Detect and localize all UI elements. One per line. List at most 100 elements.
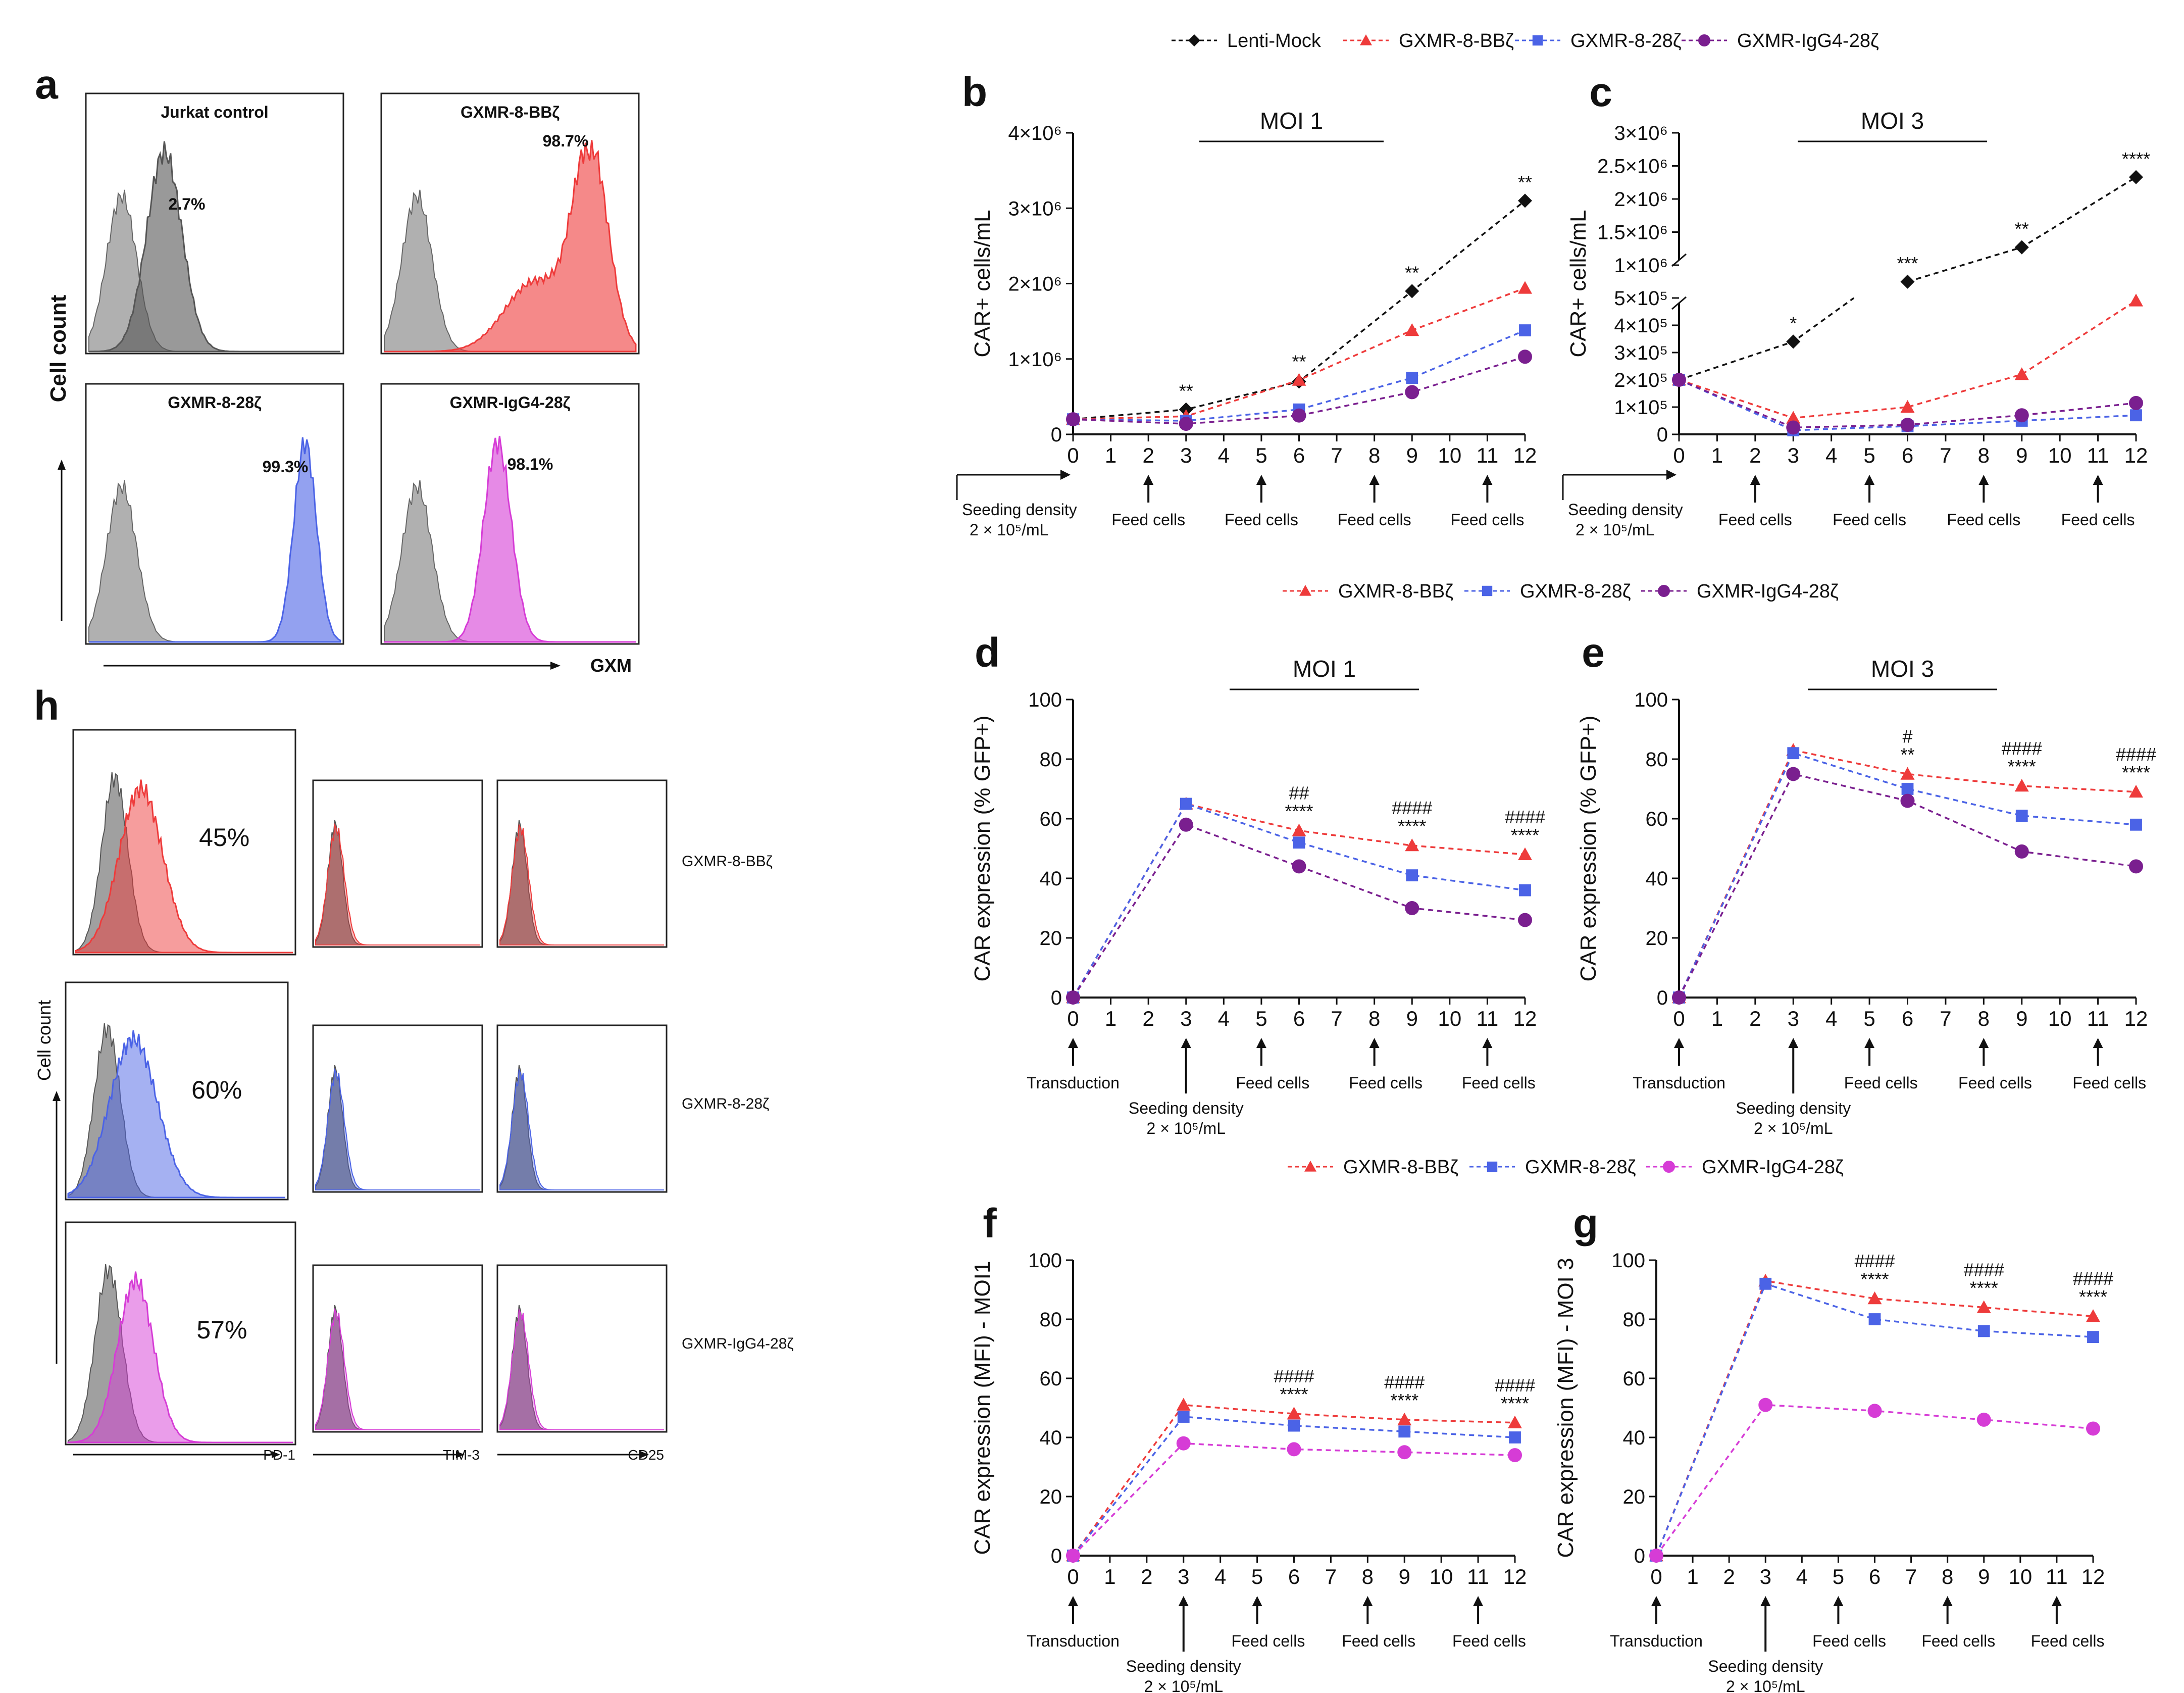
arrow-head	[2051, 1596, 2062, 1606]
x-tick-label: 10	[2008, 1565, 2032, 1588]
x-tick-label: 3	[1760, 1565, 1771, 1588]
significance-stars: ****	[1860, 1269, 1889, 1289]
x-tick-label: 5	[1863, 443, 1875, 467]
x-tick-label: 9	[2016, 1007, 2027, 1030]
data-point	[2014, 240, 2029, 255]
y-tick-label: 40	[1646, 868, 1668, 890]
x-tick-label: 12	[2081, 1565, 2105, 1588]
feed-label: Feed cells	[1225, 511, 1298, 529]
significance-stars: ****	[1390, 1390, 1418, 1411]
significance-hash: ####	[1392, 798, 1432, 818]
series-GXMR-8-28ζ	[1673, 747, 2142, 1004]
feed-label: Feed cells	[1833, 511, 1906, 529]
arrow-head	[1864, 1038, 1875, 1048]
y-tick-label: 0	[1051, 987, 1062, 1009]
seed-arrow-head	[1060, 470, 1071, 480]
significance-hash: ####	[2116, 744, 2156, 765]
significance-hash: ####	[1495, 1375, 1535, 1396]
data-point	[2014, 844, 2029, 859]
y-tick-label: 100	[1028, 689, 1062, 711]
data-point	[1672, 373, 1686, 387]
data-point	[1397, 1412, 1412, 1426]
row-label: GXMR-8-28ζ	[682, 1096, 769, 1112]
feed-label: Feed cells	[1450, 511, 1524, 529]
data-point	[1066, 1549, 1080, 1563]
legends: Lenti-Mock GXMR-8-BBζ GXMR-8-28ζ GXMR-IgG4-…	[1172, 30, 1879, 1178]
seeding-value: 2 × 10⁵/mL	[970, 521, 1048, 539]
data-point	[2087, 1331, 2099, 1343]
y-tick-label: 0	[1657, 987, 1668, 1009]
x-tick-label: 1	[1104, 1565, 1115, 1588]
significance-stars: ****	[1501, 1393, 1529, 1414]
data-point	[1287, 1442, 1301, 1457]
data-point	[1406, 372, 1418, 384]
seeding-arrow	[1181, 1038, 1191, 1093]
data-point	[1405, 838, 1419, 852]
feed-label: Feed cells	[1958, 1074, 2032, 1092]
data-point	[1900, 274, 1915, 289]
seeding-label: Seeding density	[962, 501, 1077, 519]
data-point	[1868, 1313, 1881, 1325]
legend-label: GXMR-IgG4-28ζ	[1697, 581, 1839, 602]
transduction-label: Transduction	[1610, 1632, 1703, 1650]
y-tick-label: 1×10⁶	[1614, 255, 1668, 277]
pd1-percent: 57%	[196, 1316, 247, 1344]
significance-stars: ****	[2122, 148, 2150, 169]
x-tick-label: 3	[1788, 1007, 1799, 1030]
arrow-head	[1369, 475, 1380, 485]
data-point	[1406, 869, 1418, 881]
chart-title-b: MOI 1	[1260, 108, 1323, 134]
feed-arrow	[1362, 1596, 1373, 1624]
feed-label: Feed cells	[1947, 511, 2020, 529]
significance-hash: ####	[1505, 807, 1545, 827]
feed-label: Feed cells	[1232, 1632, 1305, 1650]
y-tick-label: 40	[1623, 1427, 1646, 1449]
feed-label: Feed cells	[1111, 511, 1185, 529]
legend-label: Lenti-Mock	[1227, 30, 1322, 52]
data-point	[1292, 823, 1306, 836]
y-tick-label: 3×10⁶	[1614, 122, 1668, 144]
legend-label: GXMR-8-28ζ	[1520, 581, 1631, 602]
series-GXMR-8-BBζ	[1066, 796, 1532, 1004]
x-tick-label: 3	[1788, 443, 1799, 467]
marker-label: PD-1	[263, 1447, 295, 1463]
transduction-arrow	[1674, 1038, 1684, 1066]
histogram-title: GXMR-8-BBζ	[461, 103, 560, 121]
x-tick-label: 2	[1749, 443, 1761, 467]
x-tick-label: 1	[1105, 443, 1116, 467]
data-point	[1509, 1431, 1521, 1443]
legend-label: GXMR-IgG4-28ζ	[1702, 1157, 1844, 1178]
y-tick-label: 80	[1040, 1309, 1062, 1331]
feed-arrow	[1864, 1038, 1875, 1066]
significance-stars: ****	[2122, 762, 2150, 783]
data-point	[1518, 350, 1532, 364]
data-point	[1508, 1448, 1522, 1463]
data-point	[1786, 411, 1801, 424]
row-label: GXMR-8-BBζ	[682, 853, 773, 870]
data-point	[1900, 793, 1915, 808]
feed-label: Feed cells	[1462, 1074, 1536, 1092]
panel-letter-d: d	[975, 630, 1000, 676]
y-axis-label: CAR expression (% GFP+)	[970, 716, 995, 982]
x-tick-label: 3	[1180, 1007, 1192, 1030]
y-tick-label: 0	[1051, 424, 1062, 446]
series-line	[1072, 1442, 1515, 1557]
y-tick-label: 2.5×10⁶	[1597, 156, 1668, 178]
data-point	[1287, 1407, 1301, 1420]
x-tick-label: 3	[1180, 443, 1192, 467]
arrow-head	[1788, 1038, 1799, 1048]
panel-h: h Cell count 45% GXMR-8-BBζ 60% GXMR-8-28ζ 57%…	[34, 683, 794, 1463]
y-tick-label: 100	[1028, 1250, 1062, 1272]
seeding-label: Seeding density	[1129, 1099, 1244, 1117]
x-tick-label: 4	[1825, 1007, 1837, 1030]
seeding-label: Seeding density	[1708, 1657, 1823, 1675]
y-tick-label: 80	[1040, 749, 1062, 771]
feed-arrow	[1750, 475, 1760, 503]
feed-arrow	[1833, 1596, 1844, 1624]
x-tick-label: 4	[1825, 443, 1837, 467]
chart-c: c MOI 3 0 1×10⁵ 2×10⁵ 3×10⁵ 4×10⁵ 5×10⁵ 1×10⁶ 1.5…	[1562, 69, 2150, 539]
significance-stars: *	[1790, 313, 1797, 333]
histogram-percent: 98.7%	[543, 132, 589, 150]
sample-histogram	[67, 1271, 293, 1443]
